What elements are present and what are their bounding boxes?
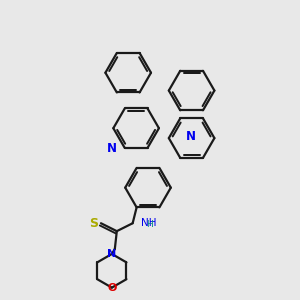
Text: O: O: [107, 283, 116, 292]
Text: N: N: [107, 142, 117, 154]
Text: S: S: [89, 217, 98, 230]
Text: N: N: [107, 249, 116, 259]
Text: NH: NH: [141, 218, 156, 228]
Text: H: H: [146, 220, 153, 229]
Text: N: N: [186, 130, 196, 142]
